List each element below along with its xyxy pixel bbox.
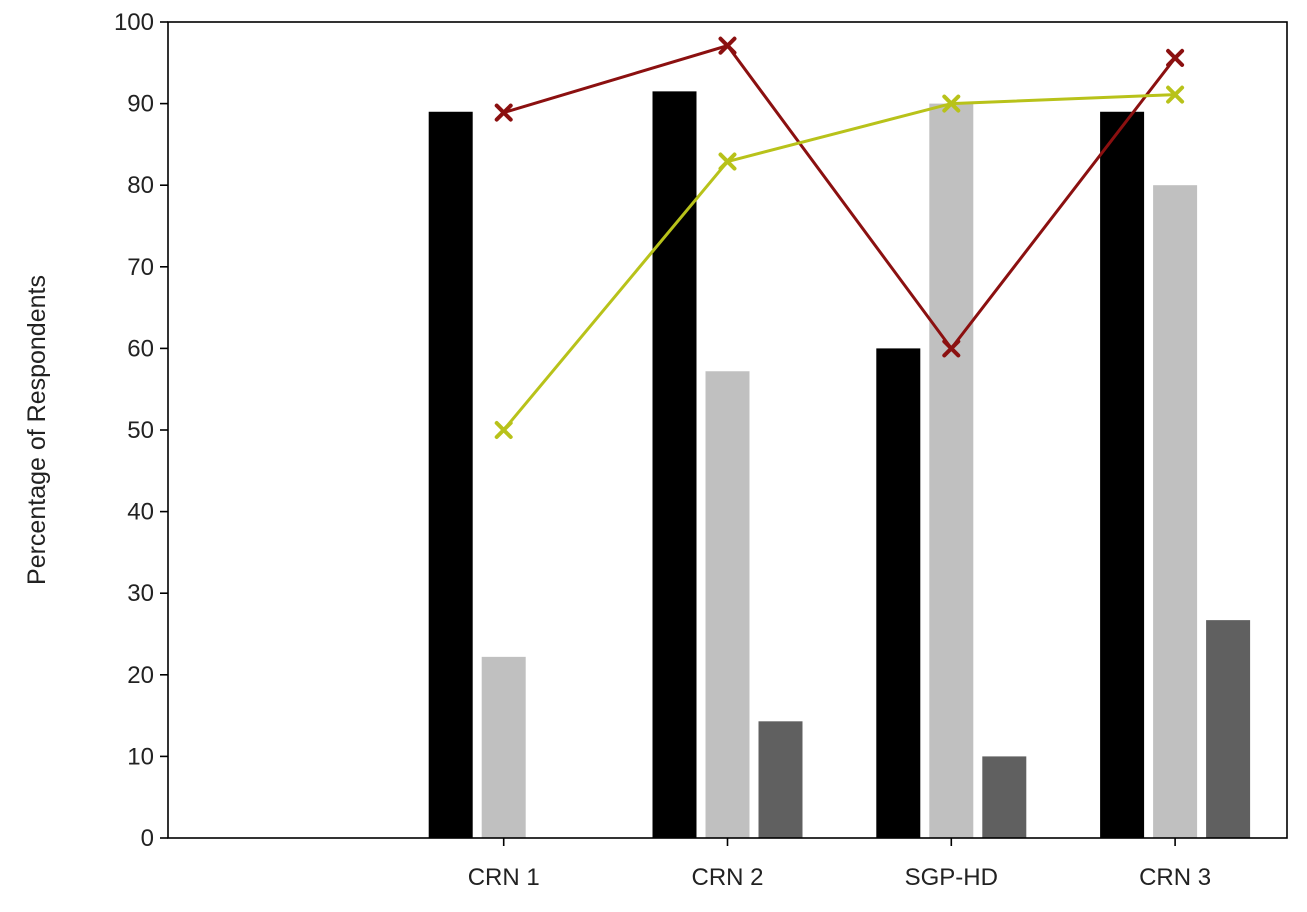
bar-series3-crn-3 [1206,620,1251,838]
y-tick-label: 90 [127,91,154,118]
line-series2-marker [718,152,737,171]
y-axis-title: Percentage of Respondents [23,275,51,585]
line-series1-marker [942,339,961,358]
y-tick-label: 30 [127,580,154,607]
plot-area: 0 10 20 30 40 50 60 70 80 90 100 CRN 1 CRN 2 SGP-HD CR… [114,9,1288,891]
line-series1-marker [1166,48,1185,67]
bar-series2-crn-3 [1153,185,1198,838]
line-series2-marker [942,94,961,113]
bar-series3-sgp-hd [982,756,1027,838]
line-series2-marker [494,421,513,439]
bar-series1-crn-2 [652,91,697,839]
bar-series1-sgp-hd [876,348,921,838]
line-series1-marker [718,36,737,55]
line-series1 [503,43,1177,351]
bar-series1-crn-1 [428,111,473,838]
y-tick-label: 60 [127,335,154,362]
y-tick-label: 40 [127,499,154,526]
y-tick-label: 0 [141,825,154,852]
bar-series2-sgp-hd [929,103,974,839]
x-category-label: CRN 1 [468,864,540,891]
bar-series2-crn-1 [481,656,526,838]
x-category-label: CRN 2 [691,864,763,891]
y-tick-label: 80 [127,172,154,199]
line-series2-marker [1166,85,1185,104]
line-series2 [502,93,1176,431]
bar-series2-crn-2 [705,371,750,838]
bar-series1-crn-3 [1100,111,1145,838]
y-tick-label: 70 [127,254,154,281]
y-tick-label: 20 [127,662,154,689]
y-tick-label: 100 [114,9,154,36]
x-category-label: SGP-HD [905,864,998,891]
bar-series3-crn-2 [758,721,803,838]
x-category-label: CRN 3 [1139,864,1211,891]
y-tick-label: 10 [127,743,154,770]
line-series1-marker [494,103,513,122]
y-tick-label: 50 [127,417,154,444]
